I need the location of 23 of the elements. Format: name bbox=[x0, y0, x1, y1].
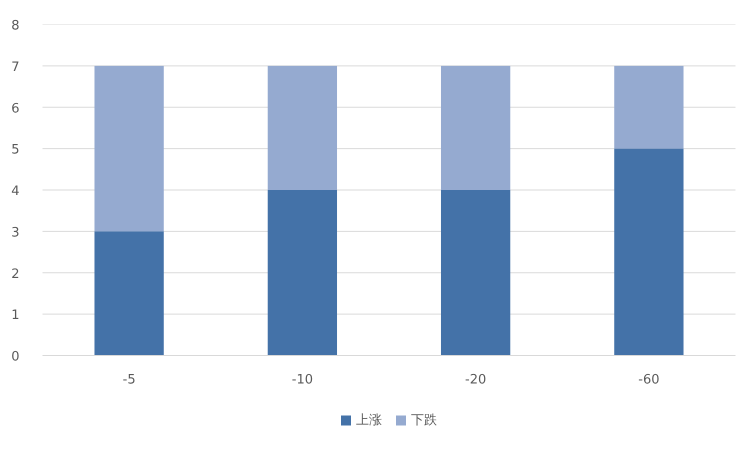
y-tick-label: 2 bbox=[11, 266, 20, 282]
bar bbox=[94, 231, 164, 356]
legend-label: 下跌 bbox=[411, 413, 437, 428]
x-tick-label: -20 bbox=[465, 372, 486, 388]
y-tick-label: 0 bbox=[11, 350, 20, 364]
legend-label: 上涨 bbox=[356, 413, 382, 428]
bar bbox=[440, 190, 510, 356]
y-tick-label: 5 bbox=[11, 142, 20, 158]
y-tick-label: 4 bbox=[11, 184, 20, 199]
bar bbox=[440, 66, 510, 190]
y-tick-label: 7 bbox=[11, 60, 20, 75]
x-tick-label: -5 bbox=[122, 372, 136, 388]
y-tick-label: 6 bbox=[11, 101, 20, 116]
bar bbox=[268, 190, 338, 356]
bar bbox=[268, 66, 338, 190]
y-tick-label: 1 bbox=[11, 308, 20, 324]
bar bbox=[614, 66, 684, 149]
x-tick-label: -10 bbox=[292, 372, 313, 388]
y-tick-label: 3 bbox=[11, 225, 20, 240]
bar bbox=[94, 66, 164, 232]
y-tick-label: 8 bbox=[11, 18, 20, 34]
x-tick-label: -60 bbox=[638, 372, 660, 388]
bar bbox=[614, 148, 684, 356]
